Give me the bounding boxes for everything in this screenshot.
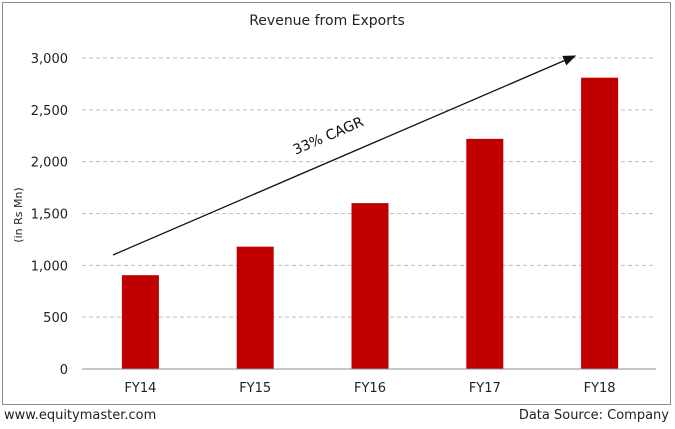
x-tick-label: FY14 — [124, 381, 156, 396]
y-tick-label: 3,000 — [31, 52, 68, 67]
y-tick-label: 500 — [43, 311, 68, 326]
y-tick-label: 0 — [60, 363, 68, 378]
x-tick-labels: FY14 FY15 FY16 FY17 FY18 — [124, 381, 615, 396]
bar-fy18 — [581, 77, 619, 370]
y-tick-labels: 0 500 1,000 1,500 2,000 2,500 3,000 — [31, 52, 68, 378]
y-tick-label: 1,000 — [31, 259, 68, 274]
website-label: www.equitymaster.com — [4, 408, 157, 423]
bar-fy15 — [236, 246, 274, 369]
chart-frame — [2, 2, 671, 405]
x-tick-label: FY16 — [354, 381, 386, 396]
bar-fy17 — [466, 138, 504, 369]
data-source-label: Data Source: Company — [518, 408, 669, 423]
y-tick-label: 2,500 — [31, 104, 68, 119]
chart-title: Revenue from Exports — [249, 13, 405, 29]
y-tick-label: 2,000 — [31, 156, 68, 171]
bar-fy14 — [121, 275, 159, 369]
bars — [121, 77, 619, 370]
x-tick-label: FY18 — [584, 381, 616, 396]
bar-fy16 — [351, 203, 389, 369]
y-tick-label: 1,500 — [31, 208, 68, 223]
x-tick-label: FY17 — [469, 381, 501, 396]
cagr-annotation: 33% CAGR — [291, 114, 367, 159]
cagr-arrow — [112, 55, 577, 256]
revenue-bar-chart: Revenue from Exports (in Rs Mn) 0 500 1,00… — [12, 13, 656, 396]
y-axis-label: (in Rs Mn) — [12, 187, 25, 242]
x-tick-label: FY15 — [239, 381, 271, 396]
